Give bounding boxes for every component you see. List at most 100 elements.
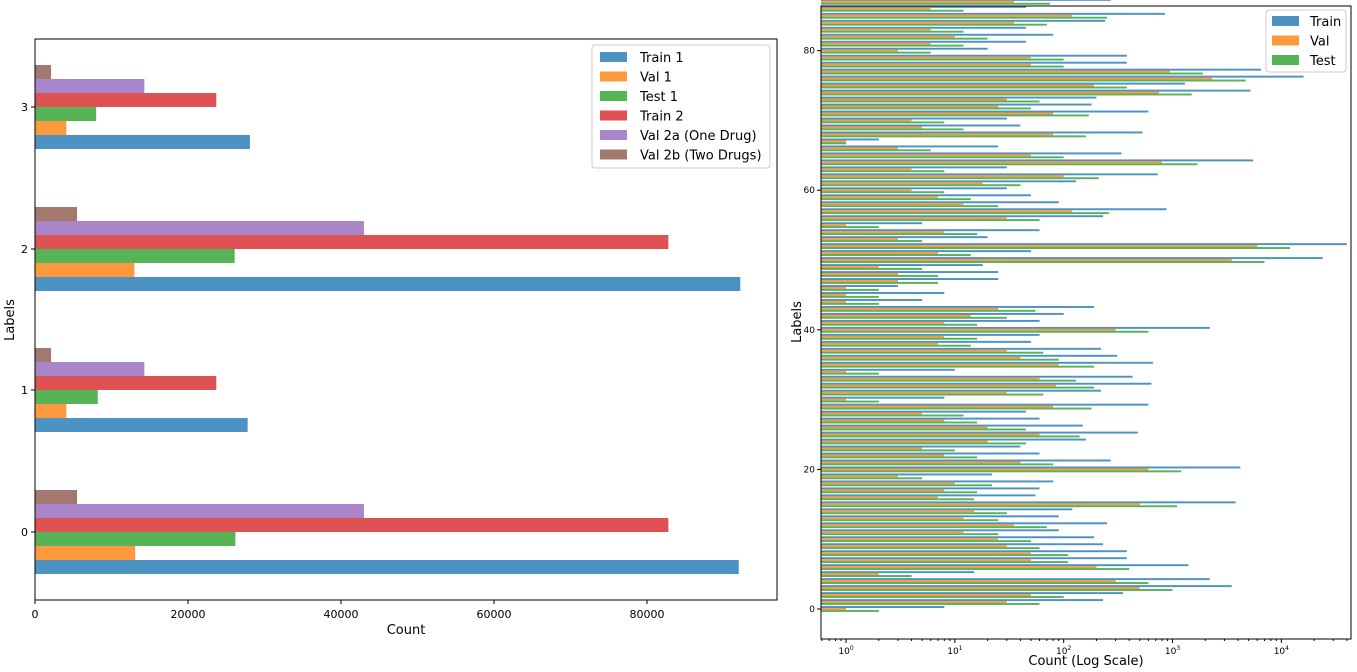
bar-test-label-79 [821,58,1064,61]
bar-val-label-50 [821,259,1232,262]
bar-val-label-78 [821,63,1031,66]
right-legend-entry: Train [1309,15,1341,30]
bar-val-label-69 [821,126,923,129]
left-plot-frame [34,38,778,601]
bar-train-2-label-3 [35,93,217,107]
bar-val-label-8 [821,552,1031,555]
bar-test-label-19 [821,477,923,480]
bar-train-label-81 [821,40,1026,43]
bar-train-1-label-1 [35,418,248,432]
bar-train-label-7 [821,557,1127,560]
bar-val-label-32 [821,384,1057,387]
left-y-tick-label: 1 [21,384,28,397]
bar-test-label-45 [821,295,879,298]
bar-val-label-46 [821,286,847,289]
bar-val-label-17 [821,489,945,492]
bar-train-label-5 [821,571,975,574]
bar-train-label-62 [821,173,1158,176]
bar-test-label-68 [821,135,1086,138]
bar-train-label-84 [821,19,1106,22]
bar-test-label-56 [821,219,1040,222]
right-y-tick-label: 0 [809,605,815,615]
bar-test-label-58 [821,205,999,208]
bar-val-label-63 [821,168,912,171]
bar-val-label-60 [821,189,912,192]
bar-train-label-38 [821,340,1031,343]
bar-test-label-78 [821,65,1064,68]
bar-train-label-59 [821,194,1031,197]
left-x-tick-label: 40000 [323,608,358,621]
bar-val-label-40 [821,328,1116,331]
bar-train-label-85 [821,12,1165,15]
bar-train-label-0 [821,606,945,609]
bar-train-label-76 [821,75,1304,78]
bar-test-label-81 [821,44,964,47]
bar-val-label-5 [821,573,879,576]
bar-val-label-6 [821,566,1097,569]
bar-test-label-61 [821,184,1021,187]
bar-test-label-13 [821,519,999,522]
bar-val-label-26 [821,426,988,429]
bar-val-label-54 [821,231,945,234]
bar-test-label-84 [821,23,1047,26]
bar-val-label-10 [821,538,999,541]
bar-test-label-80 [821,51,931,54]
bar-test-label-8 [821,554,1069,557]
bar-val-label-79 [821,56,1031,59]
bar-train-label-47 [821,278,999,281]
bar-train-label-56 [821,215,1104,218]
bar-train-label-73 [821,96,1097,99]
bar-val-label-73 [821,98,1007,101]
bar-test-label-65 [821,156,1064,159]
left-x-tick-label: 60000 [476,608,511,621]
bar-test-label-52 [821,247,1290,249]
bar-train-label-54 [821,229,1040,232]
bar-train-label-82 [821,33,1054,36]
right-log-bar-chart: 100 101 102 103 104 0 20 40 60 80 Count (Log Sca… [790,0,1352,669]
bar-test-label-32 [821,386,1095,389]
bar-val-label-44 [821,300,847,303]
bar-test-1-label-1 [35,390,98,404]
bar-train-label-50 [821,257,1323,260]
left-legend-swatch [600,149,627,160]
bar-test-label-0 [821,609,879,612]
bar-test-label-5 [821,575,912,578]
left-y-tick-label: 3 [21,101,28,114]
bar-train-label-87 [821,0,1111,1]
bar-val-2a-one-drug--label-2 [35,221,364,235]
bar-val-1-label-1 [35,404,67,418]
bar-train-label-16 [821,494,1036,497]
bar-test-label-46 [821,288,879,291]
bar-test-label-85 [821,16,1107,19]
bar-test-label-49 [821,267,923,270]
bar-val-label-19 [821,475,898,478]
bar-test-label-2 [821,596,1064,598]
bar-test-label-75 [821,86,1127,89]
bar-test-1-label-2 [35,249,235,263]
bar-val-label-42 [821,314,971,317]
bar-train-label-22 [821,452,1040,455]
left-legend-swatch [600,110,627,121]
bar-val-label-12 [821,524,1015,527]
right-plot-frame [820,5,1352,640]
bar-test-label-41 [821,323,978,326]
bar-val-label-29 [821,405,1054,408]
bar-val-label-35 [821,363,1059,366]
right-legend: Train Val Test [1265,9,1347,73]
bar-val-label-14 [821,510,975,513]
left-x-tick-label: 80000 [629,608,664,621]
bar-test-label-33 [821,379,1077,382]
bar-train-label-10 [821,536,1095,539]
bar-test-label-4 [821,582,1149,584]
bar-val-label-83 [821,28,931,31]
bar-test-label-14 [821,512,1007,515]
bar-test-1-label-3 [35,107,97,121]
bar-val-label-27 [821,419,945,422]
bar-test-label-15 [821,505,1178,508]
bar-val-label-56 [821,217,1007,220]
bar-test-label-76 [821,79,1246,82]
bar-train-1-label-0 [35,560,739,574]
bar-val-2a-one-drug--label-3 [35,79,145,93]
left-legend-entry: Train 2 [639,110,684,125]
